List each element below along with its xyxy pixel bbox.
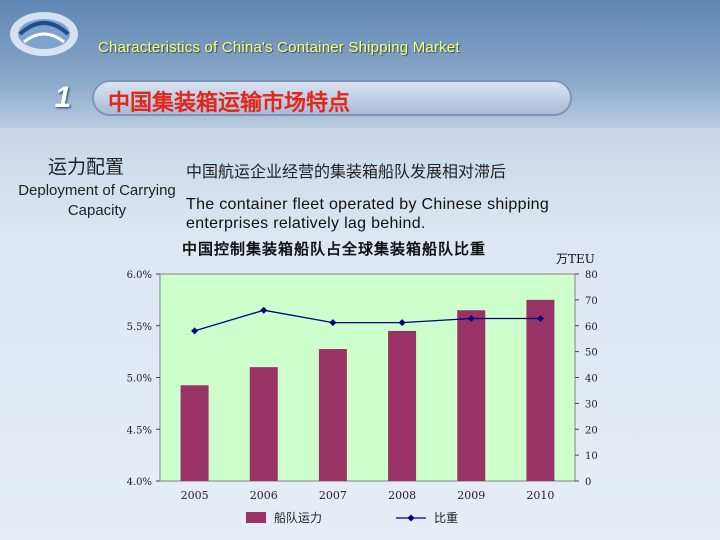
line-point (398, 319, 406, 327)
right-axis-unit: 万TEU (556, 252, 595, 266)
line-point (191, 327, 199, 335)
x-axis-tick-label: 2005 (181, 489, 209, 502)
section-title-pill: 中国集装箱运输市场特点 (92, 80, 572, 116)
sidebar-label-cn: 运力配置 (48, 156, 125, 178)
right-axis-tick-label: 80 (585, 270, 598, 281)
bar (249, 367, 278, 481)
right-axis-tick-label: 40 (585, 374, 598, 385)
line-point (260, 306, 268, 314)
section-number: 1 (54, 81, 72, 114)
line-point (467, 315, 475, 323)
right-axis-tick-label: 20 (585, 425, 598, 436)
right-axis-tick-label: 30 (585, 399, 598, 410)
plot-area (159, 273, 576, 482)
description-en: The container fleet operated by Chinese … (186, 196, 550, 232)
bar (318, 349, 347, 481)
right-axis-tick-label: 50 (585, 348, 598, 359)
chart-title: 中国控制集装箱船队占全球集装箱船队比重 (182, 240, 487, 258)
section-title: 中国集装箱运输市场特点 (108, 91, 351, 116)
right-axis-tick-label: 70 (585, 296, 598, 307)
x-axis-tick-label: 2006 (250, 489, 278, 502)
line-point (536, 315, 544, 323)
description-cn: 中国航运企业经营的集装箱船队发展相对滞后 (186, 162, 507, 181)
line-point (329, 319, 337, 327)
company-logo (10, 12, 78, 56)
right-axis-tick-label: 0 (585, 477, 591, 488)
legend-line-label: 比重 (434, 511, 458, 525)
left-axis-tick-label: 4.0% (127, 477, 152, 488)
x-axis-tick-label: 2007 (319, 489, 347, 502)
x-axis-tick-label: 2010 (526, 489, 554, 502)
left-axis-tick-label: 5.0% (127, 374, 152, 385)
left-axis-tick-label: 5.5% (127, 322, 152, 333)
legend-bar-label: 船队运力 (274, 510, 322, 525)
share-line (194, 309, 541, 332)
left-axis-tick-label: 6.0% (127, 270, 152, 281)
english-subtitle: Characteristics of China's Container Shi… (98, 39, 460, 56)
bar (526, 299, 555, 481)
right-axis-tick-label: 60 (585, 322, 598, 333)
bar (180, 385, 209, 481)
bar (457, 310, 486, 481)
sidebar-label-en: Deployment of Carrying Capacity (18, 182, 176, 219)
legend-line-marker (407, 514, 415, 522)
x-axis-tick-label: 2008 (388, 489, 416, 502)
right-axis-tick-label: 10 (585, 451, 598, 462)
left-axis-tick-label: 4.5% (127, 425, 152, 436)
bar (388, 330, 417, 481)
x-axis-tick-label: 2009 (457, 489, 485, 502)
legend-bar-swatch (246, 512, 266, 523)
